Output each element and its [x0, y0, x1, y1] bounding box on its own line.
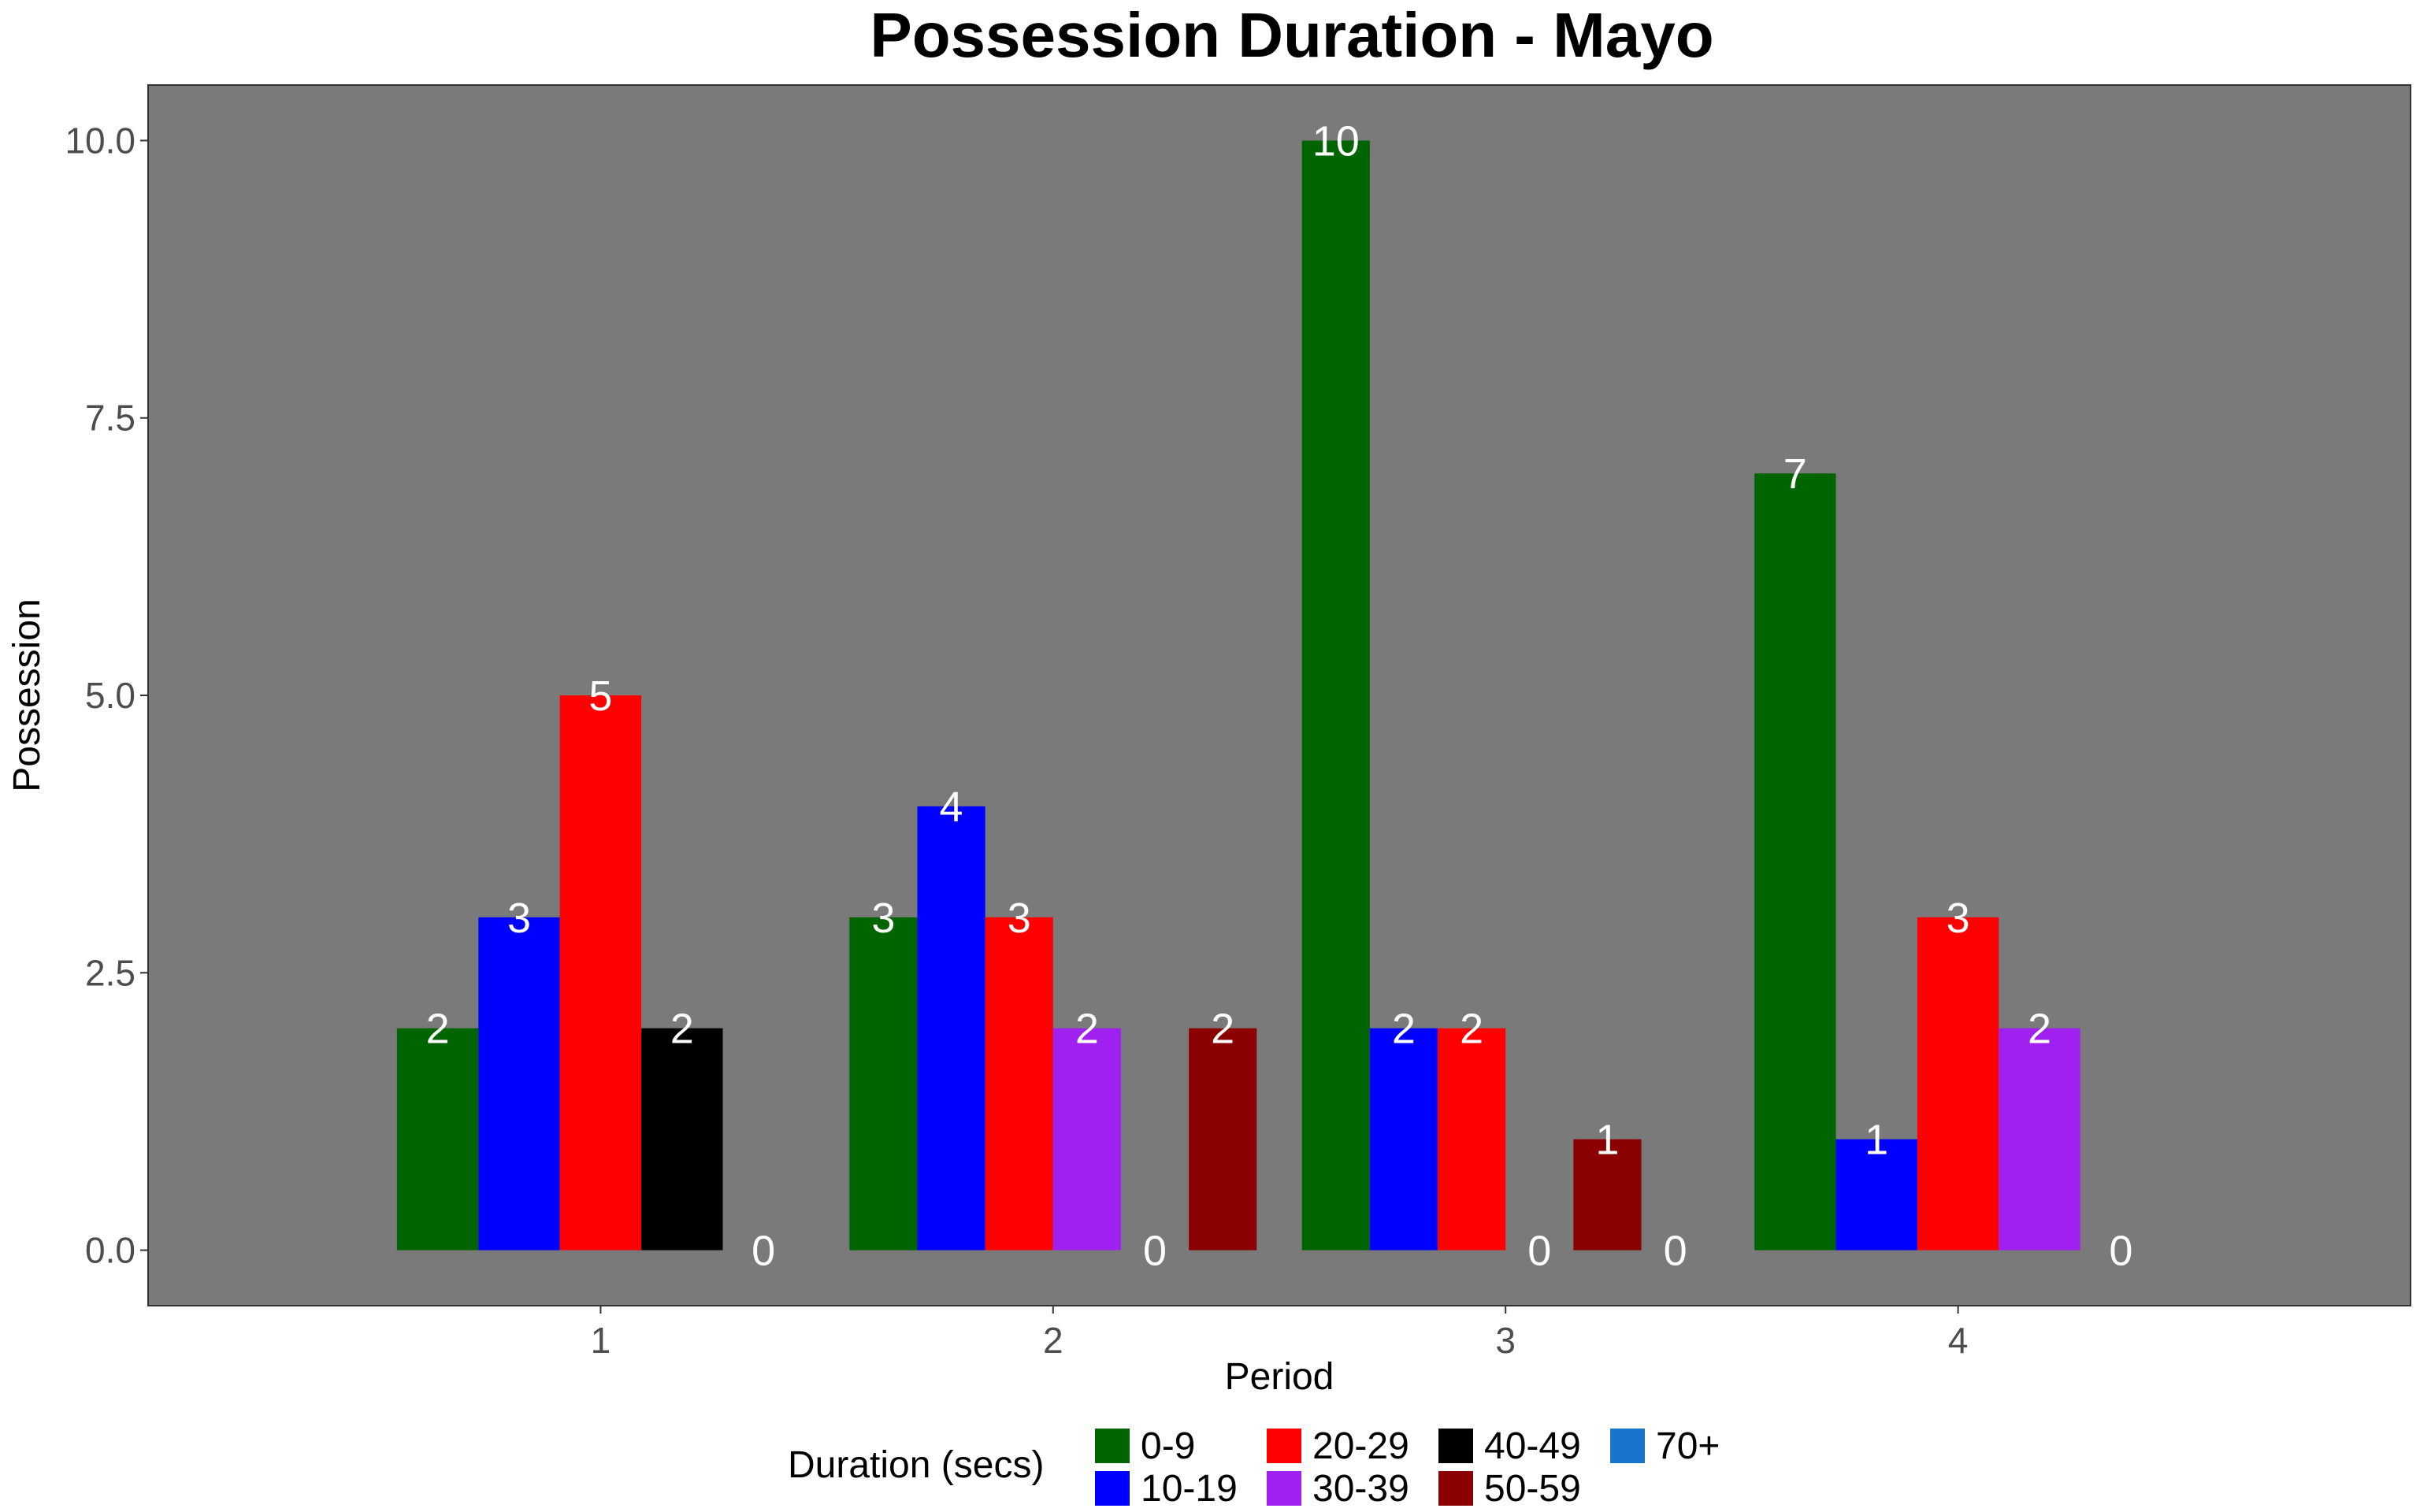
bar-value-label: 3	[871, 895, 895, 942]
bar	[985, 917, 1053, 1251]
bar	[1999, 1028, 2080, 1251]
bar	[1835, 1139, 1917, 1251]
bar-value-label: 0	[1143, 1228, 1167, 1275]
y-tick-label: 5.0	[85, 675, 135, 716]
bar	[1754, 473, 1836, 1251]
x-tick-label: 2	[1043, 1320, 1063, 1361]
legend-label: 70+	[1656, 1425, 1720, 1467]
bar	[396, 1028, 479, 1251]
legend-label: 0-9	[1141, 1425, 1195, 1467]
legend-swatch	[1267, 1429, 1301, 1463]
bar-value-label: 2	[426, 1006, 450, 1053]
legend-swatch	[1095, 1429, 1130, 1463]
legend-swatch	[1438, 1471, 1473, 1506]
bar-value-label: 5	[588, 673, 612, 720]
bar-value-label: 2	[1211, 1006, 1234, 1053]
legend-label: 50-59	[1484, 1468, 1581, 1510]
legend-swatch	[1438, 1429, 1473, 1463]
bar	[917, 806, 985, 1251]
bar-value-label: 4	[940, 784, 963, 831]
bar	[1052, 1028, 1121, 1251]
bar-value-label: 2	[2028, 1006, 2051, 1053]
y-axis-title: Possession	[6, 598, 48, 791]
bar	[1301, 140, 1370, 1251]
legend-label: 30-39	[1312, 1468, 1409, 1510]
y-tick-label: 7.5	[85, 398, 135, 439]
bar-value-label: 3	[507, 895, 531, 942]
bar-value-label: 3	[1947, 895, 1970, 942]
legend-label: 40-49	[1484, 1425, 1581, 1467]
y-tick-label: 0.0	[85, 1230, 135, 1271]
bar-value-label: 2	[1075, 1006, 1099, 1053]
bar	[1189, 1028, 1257, 1251]
legend-label: 20-29	[1312, 1425, 1409, 1467]
y-tick-label: 2.5	[85, 952, 135, 993]
legend-title: Duration (secs)	[788, 1444, 1044, 1486]
bar	[559, 695, 642, 1251]
bar-value-label: 0	[2109, 1228, 2132, 1275]
bar-value-label: 7	[1783, 450, 1807, 498]
bar	[478, 917, 560, 1251]
bar-value-label: 3	[1008, 895, 1031, 942]
bar	[641, 1028, 723, 1251]
x-axis: 1 2 3 4	[591, 1306, 1969, 1361]
bar-value-label: 0	[752, 1228, 775, 1275]
x-tick-label: 3	[1495, 1320, 1516, 1361]
bar	[1369, 1028, 1438, 1251]
bars-layer	[396, 140, 2080, 1251]
legend-swatch	[1267, 1471, 1301, 1506]
legend-label: 10-19	[1141, 1468, 1238, 1510]
bar-value-label: 0	[1527, 1228, 1551, 1275]
y-axis: 0.0 2.5 5.0 7.5 10.0	[65, 120, 148, 1271]
legend-swatch	[1610, 1429, 1645, 1463]
bar	[1438, 1028, 1506, 1251]
bar	[849, 917, 918, 1251]
bar-value-label: 2	[670, 1006, 694, 1053]
legend-swatch	[1095, 1471, 1130, 1506]
x-tick-label: 1	[591, 1320, 611, 1361]
x-axis-title: Period	[1225, 1356, 1334, 1398]
bar	[1917, 917, 1999, 1251]
bar-value-label: 1	[1595, 1117, 1619, 1164]
bar-value-label: 2	[1392, 1006, 1416, 1053]
y-tick-label: 10.0	[65, 120, 135, 161]
bar-value-label: 1	[1865, 1117, 1888, 1164]
x-tick-label: 4	[1948, 1320, 1969, 1361]
chart-title: Possession Duration - Mayo	[870, 0, 1713, 70]
bar	[1573, 1139, 1642, 1251]
bar-value-label: 0	[1664, 1228, 1687, 1275]
bar-value-label: 2	[1460, 1006, 1483, 1053]
bar-value-label: 10	[1312, 117, 1360, 165]
